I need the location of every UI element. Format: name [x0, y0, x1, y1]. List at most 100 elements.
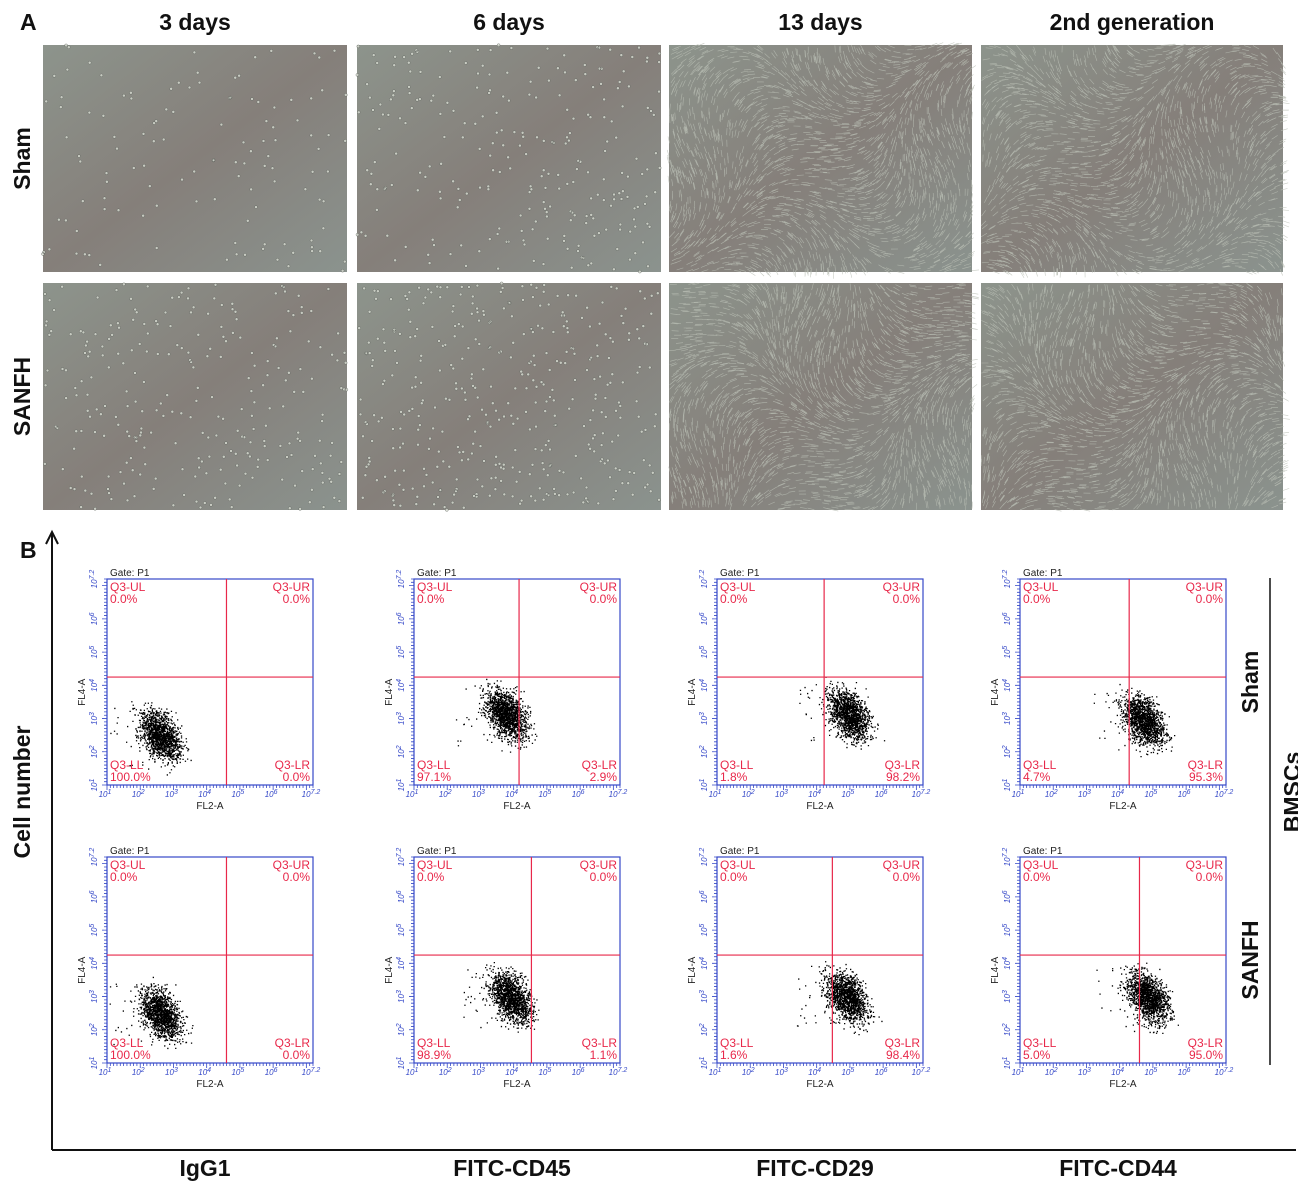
tick-exp: 6: [89, 890, 96, 894]
x-axis-label: FL2-A: [1109, 801, 1137, 812]
x-tick-label: 105: [841, 1067, 854, 1077]
x-tick-label: 101: [99, 1067, 112, 1077]
x-tick-label: 106: [572, 789, 585, 799]
quadrant-percent: 0.0%: [417, 870, 445, 884]
axis-arrows: [45, 529, 1296, 1151]
x-tick-label: 102: [439, 1067, 452, 1077]
quadrant-name: Q3-LR: [582, 758, 618, 772]
gate-label: Gate: P1: [417, 568, 457, 579]
tick-exp: 3: [481, 1067, 485, 1074]
quadrant-name: Q3-LR: [885, 758, 921, 772]
tick-base: 10: [1003, 994, 1012, 1003]
group-label: BMSCs: [1279, 752, 1298, 833]
tick-base: 10: [397, 1060, 406, 1069]
x-tick-label: 101: [99, 789, 112, 799]
y-tick-label: 107.2: [89, 570, 99, 589]
quadrant-percent: 0.0%: [1196, 870, 1224, 884]
y-tick-label: 104: [699, 957, 709, 970]
tick-exp: 1: [396, 779, 403, 783]
quadrant-percent: 0.0%: [1023, 592, 1051, 606]
tick-exp: 4: [514, 1067, 518, 1074]
flow-plot: 101101102102103103104104105105106106107.…: [384, 568, 627, 812]
tick-base: 10: [472, 790, 481, 799]
tick-base: 10: [1178, 790, 1187, 799]
flow-plot: 101101102102103103104104105105106106107.…: [77, 568, 320, 812]
tick-exp: 2: [396, 745, 403, 750]
tick-base: 10: [1003, 616, 1012, 625]
tick-exp: 6: [396, 890, 403, 894]
tick-exp: 2: [1002, 745, 1009, 750]
tick-base: 10: [1144, 790, 1153, 799]
tick-exp: 3: [1087, 789, 1091, 796]
column-label: FITC-CD29: [756, 1155, 874, 1181]
tick-base: 10: [1078, 1068, 1087, 1077]
gate-label: Gate: P1: [110, 568, 150, 579]
y-tick-label: 105: [89, 646, 99, 659]
tick-base: 10: [397, 716, 406, 725]
tick-base: 10: [406, 790, 415, 799]
tick-exp: 7.2: [89, 848, 96, 858]
y-tick-label: 106: [699, 890, 709, 903]
y-tick-label: 107.2: [1002, 570, 1012, 589]
tick-base: 10: [90, 579, 99, 588]
plot-frame: [1019, 578, 1227, 786]
x-axis-label: FL2-A: [503, 801, 531, 812]
y-axis-label: FL4-A: [384, 956, 395, 984]
tick-base: 10: [302, 790, 311, 799]
tick-exp: 1: [108, 789, 112, 796]
y-tick-label: 107.2: [1002, 848, 1012, 867]
y-axis-label: FL4-A: [687, 678, 698, 706]
tick-exp: 7.2: [1224, 1067, 1234, 1074]
x-tick-label: 105: [538, 789, 551, 799]
quadrant-name: Q3-LR: [1188, 1036, 1224, 1050]
quadrant-name: Q3-LL: [720, 758, 754, 772]
y-tick-label: 106: [89, 612, 99, 625]
tick-base: 10: [397, 1027, 406, 1036]
tick-exp: 7.2: [1002, 848, 1009, 858]
x-axis-label: FL2-A: [196, 1079, 224, 1090]
x-tick-label: 104: [505, 789, 518, 799]
plot-frame: [106, 856, 314, 1064]
x-tick-label: 102: [742, 789, 755, 799]
event-dots: [796, 961, 883, 1036]
tick-base: 10: [700, 716, 709, 725]
quadrant-percent: 0.0%: [1196, 592, 1224, 606]
quadrant-name: Q3-UR: [580, 858, 618, 872]
x-tick-label: 104: [198, 789, 211, 799]
tick-base: 10: [165, 1068, 174, 1077]
y-tick-label: 104: [1002, 957, 1012, 970]
quadrant-name: Q3-UL: [417, 580, 453, 594]
tick-exp: 5: [240, 1067, 244, 1074]
flow-plot: 101101102102103103104104105105106106107.…: [687, 568, 930, 812]
quadrant-percent: 4.7%: [1023, 770, 1051, 784]
tick-base: 10: [397, 960, 406, 969]
tick-base: 10: [700, 682, 709, 691]
cells: [980, 43, 1290, 279]
tick-base: 10: [742, 1068, 751, 1077]
y-tick-label: 103: [1002, 712, 1012, 725]
tick-base: 10: [90, 649, 99, 658]
quadrant-name: Q3-UR: [273, 858, 311, 872]
tick-exp: 5: [396, 646, 403, 650]
tick-base: 10: [90, 857, 99, 866]
y-tick-label: 107.2: [89, 848, 99, 867]
row-label: SANFH: [1237, 920, 1263, 999]
x-tick-label: 107.2: [912, 789, 931, 799]
tick-base: 10: [538, 1068, 547, 1077]
tick-base: 10: [397, 579, 406, 588]
tick-base: 10: [538, 790, 547, 799]
tick-exp: 6: [1187, 1067, 1191, 1074]
y-tick-label: 103: [396, 712, 406, 725]
cells: [355, 43, 662, 274]
tick-base: 10: [1144, 1068, 1153, 1077]
quadrant-name: Q3-UL: [1023, 858, 1059, 872]
x-tick-label: 102: [132, 789, 145, 799]
quadrant-percent: 0.0%: [893, 870, 921, 884]
quadrant-percent: 0.0%: [110, 870, 138, 884]
tick-base: 10: [912, 790, 921, 799]
y-tick-label: 104: [89, 957, 99, 970]
tick-base: 10: [1003, 927, 1012, 936]
tick-exp: 7.2: [396, 570, 403, 580]
tick-marks: [409, 856, 621, 1068]
tick-exp: 3: [1087, 1067, 1091, 1074]
